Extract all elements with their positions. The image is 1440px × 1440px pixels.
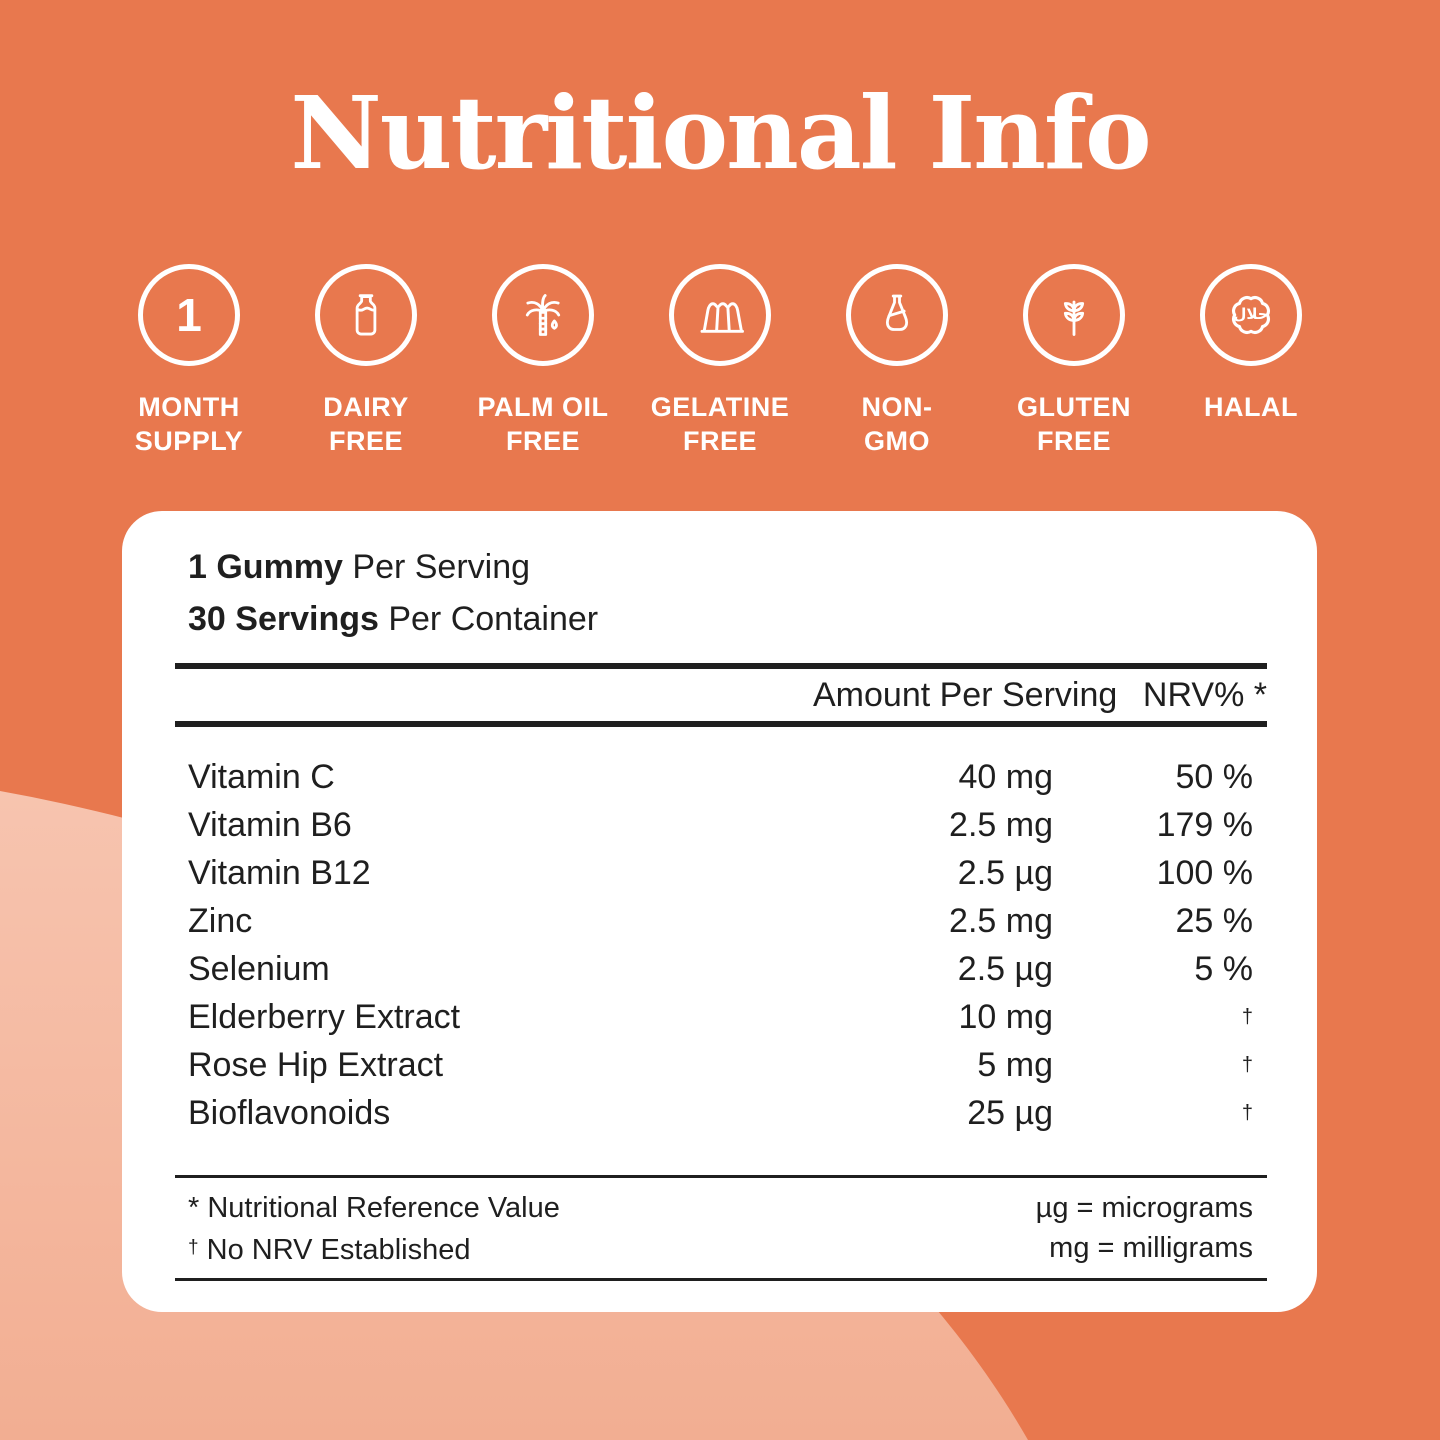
table-row: Vitamin B6 2.5 mg 179 % bbox=[175, 801, 1267, 849]
serving-size-line: 1 Gummy Per Serving bbox=[188, 548, 531, 586]
badge-label: NON- GMO bbox=[861, 392, 933, 456]
table-rule-top bbox=[175, 663, 1267, 669]
header-spacer bbox=[175, 669, 813, 721]
palm-tree-drop-icon bbox=[492, 264, 594, 366]
nutrient-nrv: 50 % bbox=[1175, 758, 1254, 796]
servings-info: 1 Gummy Per Serving 30 Servings Per Cont… bbox=[188, 541, 1267, 645]
badge-dairy-free: DAIRY FREE bbox=[278, 264, 455, 458]
nutrient-nrv: † bbox=[1241, 1102, 1253, 1124]
badge-label: GLUTEN FREE bbox=[1017, 392, 1131, 456]
nutrient-name: Rose Hip Extract bbox=[188, 1046, 444, 1084]
nutrient-nrv: † bbox=[1241, 1054, 1253, 1076]
nutrient-nrv: 100 % bbox=[1156, 854, 1253, 892]
table-row: Vitamin C 40 mg 50 % bbox=[175, 753, 1267, 801]
nutrient-amount: 10 mg bbox=[958, 998, 1054, 1036]
badge-number: 1 bbox=[176, 289, 202, 341]
nutrient-amount: 2.5 mg bbox=[949, 902, 1053, 940]
nutrient-name: Vitamin C bbox=[188, 758, 335, 796]
badge-label: DAIRY FREE bbox=[323, 392, 409, 456]
nutrient-name: Zinc bbox=[188, 902, 253, 940]
nutrient-nrv: 25 % bbox=[1175, 902, 1254, 940]
table-header-row: Amount Per Serving NRV% * bbox=[175, 669, 1267, 721]
badge-halal: حلال HALAL bbox=[1163, 264, 1340, 458]
footnotes-left: * Nutritional Reference Value † No NRV E… bbox=[175, 1188, 1036, 1270]
table-row: Elderberry Extract 10 mg † bbox=[175, 993, 1267, 1041]
nutrient-amount: 2.5 mg bbox=[949, 806, 1053, 844]
nutrient-nrv: † bbox=[1241, 1006, 1253, 1028]
header-nrv: NRV% * bbox=[1142, 676, 1267, 714]
badge-label: MONTH SUPPLY bbox=[134, 392, 244, 456]
badge-month-supply: 1 MONTH SUPPLY bbox=[101, 264, 278, 458]
footnote-dagger: † No NRV Established bbox=[188, 1234, 471, 1266]
lab-flask-icon bbox=[846, 264, 948, 366]
footnote-milligrams: mg = milligrams bbox=[1049, 1232, 1253, 1264]
table-rule-above-footnotes bbox=[175, 1175, 1267, 1178]
badge-palm-oil-free: PALM OIL FREE bbox=[455, 264, 632, 458]
table-row: Selenium 2.5 µg 5 % bbox=[175, 945, 1267, 993]
number-one-icon: 1 bbox=[138, 264, 240, 366]
badge-label: HALAL bbox=[1204, 392, 1298, 422]
badge-label: GELATINE FREE bbox=[650, 392, 790, 456]
feature-badges-row: 1 MONTH SUPPLY DAIRY FREE PALM OIL FREE GELATIN… bbox=[0, 264, 1440, 458]
nutrient-amount: 40 mg bbox=[958, 758, 1054, 796]
nutrient-amount: 5 mg bbox=[977, 1046, 1053, 1084]
badge-gluten-free: GLUTEN FREE bbox=[986, 264, 1163, 458]
nutrition-table: Amount Per Serving NRV% * Vitamin C 40 mg… bbox=[175, 663, 1267, 1281]
nutrient-amount: 2.5 µg bbox=[957, 854, 1053, 892]
nutrient-nrv: 5 % bbox=[1194, 950, 1253, 988]
nutrient-amount: 2.5 µg bbox=[957, 950, 1053, 988]
badge-gelatine-free: GELATINE FREE bbox=[632, 264, 809, 458]
nutrient-name: Elderberry Extract bbox=[188, 998, 461, 1036]
table-row: Bioflavonoids 25 µg † bbox=[175, 1089, 1267, 1137]
halal-arabic-text: حلال bbox=[1233, 305, 1269, 323]
nutrient-name: Selenium bbox=[188, 950, 330, 988]
table-row: Rose Hip Extract 5 mg † bbox=[175, 1041, 1267, 1089]
nutrient-name: Vitamin B6 bbox=[188, 806, 352, 844]
footnotes: * Nutritional Reference Value † No NRV E… bbox=[175, 1178, 1267, 1278]
header-amount: Amount Per Serving bbox=[813, 676, 1118, 714]
page-title: Nutritional Info bbox=[290, 74, 1151, 192]
servings-per-container-line: 30 Servings Per Container bbox=[188, 600, 599, 638]
nutrient-name: Bioflavonoids bbox=[188, 1094, 391, 1132]
footnote-micrograms: µg = micrograms bbox=[1035, 1192, 1253, 1224]
nutrition-card: 1 Gummy Per Serving 30 Servings Per Cont… bbox=[122, 511, 1317, 1312]
badge-label: PALM OIL FREE bbox=[477, 392, 609, 456]
table-row: Zinc 2.5 mg 25 % bbox=[175, 897, 1267, 945]
table-rule-under-header bbox=[175, 721, 1267, 727]
milk-bottle-icon bbox=[315, 264, 417, 366]
wheat-sprig-icon bbox=[1023, 264, 1125, 366]
footnote-nrv: * Nutritional Reference Value bbox=[188, 1192, 560, 1224]
table-row: Vitamin B12 2.5 µg 100 % bbox=[175, 849, 1267, 897]
nutrient-nrv: 179 % bbox=[1156, 806, 1253, 844]
table-body: Vitamin C 40 mg 50 % Vitamin B6 2.5 mg 179 % V… bbox=[175, 727, 1267, 1175]
table-rule-bottom bbox=[175, 1278, 1267, 1281]
nutrient-name: Vitamin B12 bbox=[188, 854, 371, 892]
jelly-mold-icon bbox=[669, 264, 771, 366]
badge-non-gmo: NON- GMO bbox=[809, 264, 986, 458]
nutrient-amount: 25 µg bbox=[967, 1094, 1053, 1132]
halal-seal-icon: حلال bbox=[1200, 264, 1302, 366]
footnotes-right: µg = micrograms mg = milligrams bbox=[1036, 1188, 1267, 1270]
